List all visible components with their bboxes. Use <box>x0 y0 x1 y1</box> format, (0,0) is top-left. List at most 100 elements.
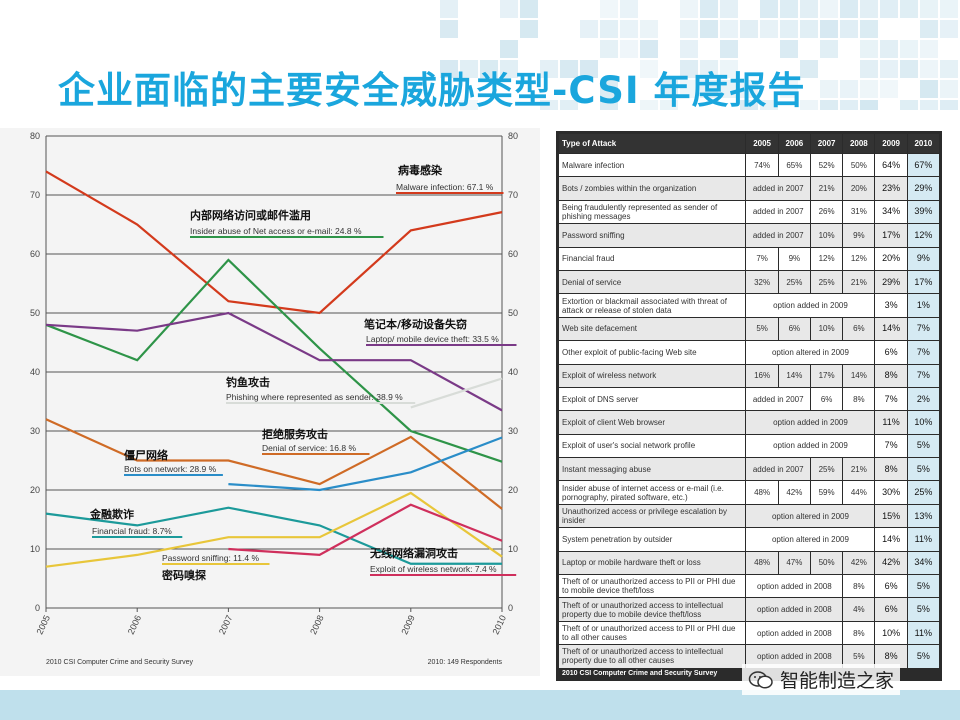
attack-type-cell: Exploit of client Web browser <box>559 411 746 434</box>
chart-footer-right: 2010: 149 Respondents <box>428 659 503 666</box>
value-cell: 25% <box>907 481 939 504</box>
legend-label: Malware infection: 67.1 % <box>396 182 494 192</box>
value-cell: 21% <box>843 458 875 481</box>
y-tick-left: 80 <box>30 131 40 141</box>
table-row: System penetration by outsider option alt… <box>559 528 940 551</box>
value-cell: 50% <box>843 154 875 177</box>
x-tick-label: 2009 <box>399 614 417 636</box>
table-header-cell: 2007 <box>810 134 842 154</box>
value-cell: 7% <box>907 317 939 340</box>
y-tick-right: 40 <box>508 367 518 377</box>
span-note-cell: added in 2007 <box>746 387 811 410</box>
legend-label: Password sniffing: 11.4 % <box>162 553 259 563</box>
value-cell: 5% <box>907 645 939 668</box>
table-row: Financial fraud 7% 9% 12% 12% 20% 9% <box>559 247 940 270</box>
value-cell: 44% <box>843 481 875 504</box>
series-zh-label: 无线网络漏洞攻击 <box>369 546 458 560</box>
x-tick-label: 2010 <box>491 614 509 636</box>
value-cell: 5% <box>907 458 939 481</box>
table-row: Other exploit of public-facing Web site o… <box>559 341 940 364</box>
value-cell: 11% <box>907 528 939 551</box>
value-cell: 29% <box>907 177 939 200</box>
attack-type-cell: Other exploit of public-facing Web site <box>559 341 746 364</box>
value-cell: 14% <box>778 364 810 387</box>
series-zh-label: 笔记本/移动设备失窃 <box>364 317 467 331</box>
span-note-cell: option added in 2008 <box>746 598 843 621</box>
table-row: Theft of or unauthorized access to intel… <box>559 598 940 621</box>
value-cell: 25% <box>810 458 842 481</box>
y-tick-left: 40 <box>30 367 40 377</box>
span-note-cell: added in 2007 <box>746 200 811 223</box>
attack-type-cell: Malware infection <box>559 154 746 177</box>
y-tick-right: 20 <box>508 485 518 495</box>
table-header-cell: 2006 <box>778 134 810 154</box>
table-row: Exploit of DNS server added in 2007 6% 8% 7%… <box>559 387 940 410</box>
table-row: Web site defacement 5% 6% 10% 6% 14% 7% <box>559 317 940 340</box>
legend-label: Financial fraud: 8.7% <box>92 526 172 536</box>
value-cell: 8% <box>843 387 875 410</box>
table-row: Extortion or blackmail associated with t… <box>559 294 940 317</box>
table-row: Theft of or unauthorized access to PII o… <box>559 575 940 598</box>
legend-label: Phishing where represented as sender: 38… <box>226 392 403 402</box>
attack-table: Type of Attack 2005 2006 2007 2008 2009 2010 M… <box>558 133 940 669</box>
attack-type-cell: Theft of or unauthorized access to PII o… <box>559 621 746 644</box>
table-row: Password sniffing added in 2007 10% 9% 17% 12… <box>559 224 940 247</box>
value-cell: 39% <box>907 200 939 223</box>
value-cell: 9% <box>843 224 875 247</box>
value-cell: 7% <box>875 387 907 410</box>
attack-type-cell: Theft of or unauthorized access to PII o… <box>559 575 746 598</box>
y-tick-left: 0 <box>35 603 40 613</box>
table-header-cell: Type of Attack <box>559 134 746 154</box>
legend-label: Denial of service: 16.8 % <box>262 443 356 453</box>
value-cell: 4% <box>843 598 875 621</box>
y-tick-right: 60 <box>508 249 518 259</box>
value-cell: 9% <box>907 247 939 270</box>
value-cell: 42% <box>875 551 907 574</box>
value-cell: 14% <box>875 528 907 551</box>
span-note-cell: option added in 2008 <box>746 575 843 598</box>
value-cell: 31% <box>843 200 875 223</box>
value-cell: 17% <box>810 364 842 387</box>
value-cell: 5% <box>746 317 778 340</box>
y-tick-left: 20 <box>30 485 40 495</box>
x-tick-label: 2008 <box>308 614 326 636</box>
value-cell: 50% <box>810 551 842 574</box>
value-cell: 67% <box>907 154 939 177</box>
legend-label: Laptop/ mobile device theft: 33.5 % <box>366 334 499 344</box>
y-tick-right: 30 <box>508 426 518 436</box>
value-cell: 1% <box>907 294 939 317</box>
table-row: Denial of service 32% 25% 25% 21% 29% 17% <box>559 270 940 293</box>
table-row: Instant messaging abuse added in 2007 25% 2… <box>559 458 940 481</box>
value-cell: 7% <box>875 434 907 457</box>
attack-type-cell: Web site defacement <box>559 317 746 340</box>
attack-type-cell: Bots / zombies within the organization <box>559 177 746 200</box>
value-cell: 10% <box>810 317 842 340</box>
value-cell: 29% <box>875 270 907 293</box>
value-cell: 12% <box>810 247 842 270</box>
value-cell: 21% <box>810 177 842 200</box>
table-row: Malware infection 74% 65% 52% 50% 64% 67% <box>559 154 940 177</box>
value-cell: 42% <box>778 481 810 504</box>
y-tick-right: 50 <box>508 308 518 318</box>
attack-type-cell: Extortion or blackmail associated with t… <box>559 294 746 317</box>
span-note-cell: option added in 2009 <box>746 434 875 457</box>
value-cell: 6% <box>875 575 907 598</box>
value-cell: 10% <box>875 621 907 644</box>
span-note-cell: option altered in 2009 <box>746 528 875 551</box>
value-cell: 34% <box>907 551 939 574</box>
watermark: 智能制造之家 <box>742 664 900 695</box>
value-cell: 8% <box>843 621 875 644</box>
table-header-cell: 2009 <box>875 134 907 154</box>
value-cell: 12% <box>843 247 875 270</box>
y-tick-right: 10 <box>508 544 518 554</box>
value-cell: 7% <box>746 247 778 270</box>
series-zh-label: 内部网络访问或邮件滥用 <box>190 208 311 222</box>
span-note-cell: added in 2007 <box>746 224 811 247</box>
table-row: Being fraudulently represented as sender… <box>559 200 940 223</box>
y-tick-left: 50 <box>30 308 40 318</box>
value-cell: 8% <box>875 364 907 387</box>
table-header-row: Type of Attack 2005 2006 2007 2008 2009 2010 <box>559 134 940 154</box>
value-cell: 15% <box>875 504 907 527</box>
chart-footer-left: 2010 CSI Computer Crime and Security Sur… <box>46 659 194 666</box>
attack-type-cell: System penetration by outsider <box>559 528 746 551</box>
